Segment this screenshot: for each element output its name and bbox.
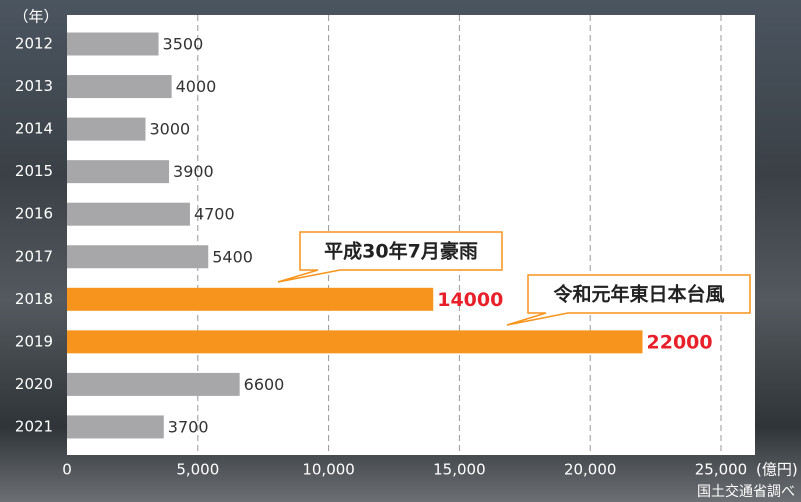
y-tick-label: 2020: [15, 375, 53, 393]
value-label: 3500: [163, 35, 204, 54]
bar: [67, 288, 433, 311]
value-label: 5400: [212, 247, 253, 266]
chart: （年） (億円) 国土交通省調べ 0 5,000 10,000 15,000 20,00…: [0, 0, 801, 502]
x-tick-label: 25,000: [695, 461, 748, 479]
bar: [67, 33, 159, 56]
screen: （年） (億円) 国土交通省調べ 0 5,000 10,000 15,000 20,00…: [0, 0, 801, 502]
value-label: 22000: [647, 331, 713, 353]
y-tick-label: 2018: [15, 290, 53, 308]
bar: [67, 330, 643, 353]
value-label: 4000: [176, 77, 217, 96]
bar: [67, 245, 208, 268]
y-tick-label: 2021: [15, 417, 53, 435]
annotation: 令和元年東日本台風: [553, 283, 724, 306]
y-tick-label: 2017: [15, 247, 53, 265]
x-tick-label: 20,000: [564, 461, 617, 479]
x-unit: (億円): [756, 461, 798, 479]
bar: [67, 373, 240, 396]
y-tick-label: 2016: [15, 205, 53, 223]
bar: [67, 160, 169, 183]
y-tick-label: 2014: [15, 120, 53, 138]
y-tick-label: 2019: [15, 332, 53, 350]
annotation: 平成30年7月豪雨: [324, 240, 478, 263]
source: 国土交通省調べ: [697, 483, 795, 500]
y-tick-label: 2013: [15, 77, 53, 95]
y-tick-label: 2012: [15, 35, 53, 53]
value-label: 3700: [168, 417, 209, 436]
y-tick-label: 2015: [15, 162, 53, 180]
value-label: 6600: [244, 375, 285, 394]
bar: [67, 415, 164, 438]
value-label: 4700: [194, 205, 235, 224]
value-label: 14000: [437, 289, 503, 311]
x-tick-label: 5,000: [176, 461, 219, 479]
value-label: 3000: [149, 120, 190, 139]
bar: [67, 75, 172, 98]
x-tick-label: 0: [62, 461, 72, 479]
bar: [67, 203, 190, 226]
x-tick-label: 10,000: [302, 461, 355, 479]
bar: [67, 118, 145, 141]
y-unit: （年）: [13, 8, 58, 26]
x-tick-label: 15,000: [433, 461, 486, 479]
value-label: 3900: [173, 162, 214, 181]
